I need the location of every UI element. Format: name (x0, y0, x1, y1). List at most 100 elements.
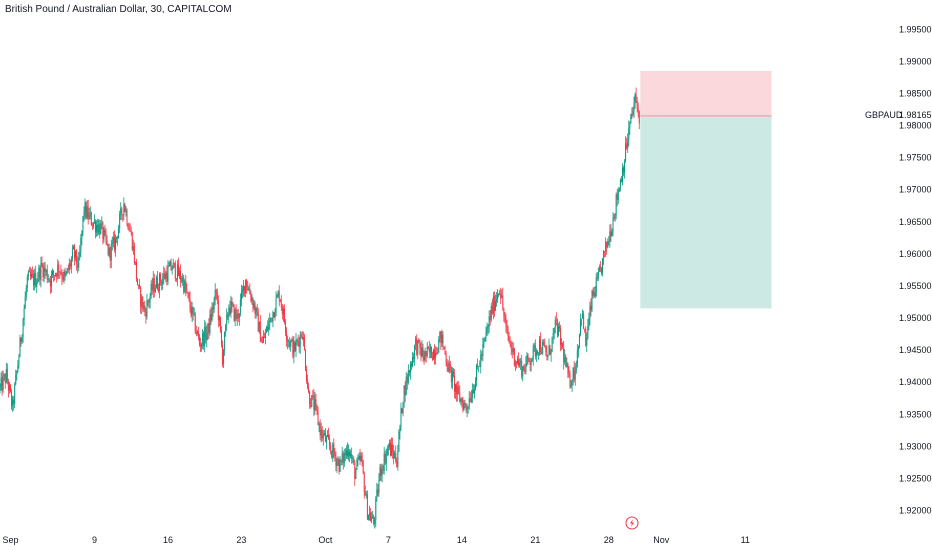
candle-body (120, 208, 122, 215)
time-tick-label: 14 (457, 535, 467, 545)
candle-body (266, 326, 268, 333)
candle-body (455, 384, 457, 392)
candle-body (430, 346, 432, 358)
candle-body (102, 222, 104, 240)
candle-body (28, 271, 30, 273)
candle-body (229, 307, 231, 314)
candle-body (97, 225, 99, 233)
candle-body (604, 251, 606, 252)
candle-body (472, 390, 474, 394)
candle-body (321, 429, 323, 439)
candle-body (58, 264, 60, 272)
candle-body (144, 305, 146, 313)
candle-body (3, 374, 5, 377)
time-axis[interactable]: Sep 9 16 23 Oct 7 14 21 28 Nov 11 (2, 535, 749, 545)
candle-body (224, 331, 226, 351)
candle-body (614, 214, 616, 219)
candle-body (609, 231, 611, 242)
candle-body (21, 336, 23, 342)
candle-body (400, 408, 402, 427)
candle-body (376, 489, 378, 499)
price-axis[interactable]: 1.99500 1.99000 1.98500 1.98000 1.97500 1.970… (865, 24, 932, 515)
candle-body (122, 214, 124, 216)
candle-body (458, 386, 460, 393)
candle-body (337, 459, 339, 461)
candle-body (262, 337, 264, 343)
candle-body (111, 242, 113, 245)
candle-body (42, 265, 44, 278)
candle-body (257, 311, 259, 332)
candle-body (270, 317, 272, 319)
candle-body (45, 269, 47, 272)
candle-body (623, 167, 625, 173)
candle-body (504, 316, 506, 321)
candle-body (602, 258, 604, 274)
candle-body (523, 366, 525, 370)
candle-body (87, 206, 89, 219)
candle-body (539, 339, 541, 354)
price-tick-label: 1.97500 (899, 153, 932, 163)
candle-body (39, 267, 41, 280)
candle-body (116, 236, 118, 239)
take-profit-zone[interactable] (640, 115, 772, 309)
candle-body (286, 332, 288, 340)
candle-body (506, 324, 508, 329)
candle-body (293, 342, 295, 357)
candle-body (345, 449, 347, 456)
candle-body (186, 289, 188, 293)
candle-body (317, 411, 319, 425)
candle-body (316, 404, 318, 412)
candle-body (189, 297, 191, 308)
candle-body (514, 362, 516, 366)
candle-body (170, 261, 172, 271)
candle-body (255, 307, 257, 315)
candle-body (276, 295, 278, 298)
candle-body (15, 375, 17, 385)
candle-body (91, 225, 93, 227)
candle-body (423, 356, 425, 360)
candle-body (150, 284, 152, 296)
candle-body (232, 304, 234, 306)
lightning-icon[interactable] (625, 516, 639, 530)
candle-body (561, 343, 563, 345)
candle-body (161, 282, 163, 285)
candle-body (278, 291, 280, 300)
candle-body (98, 224, 100, 233)
candle-body (579, 319, 581, 334)
candle-body (188, 293, 190, 298)
candle-body (416, 338, 418, 355)
candle-body (158, 289, 160, 291)
candle-body (126, 210, 128, 225)
candle-body (380, 466, 382, 476)
candle-body (253, 303, 255, 308)
candle-body (67, 268, 69, 271)
stop-loss-zone[interactable] (640, 70, 772, 116)
candle-body (140, 287, 142, 307)
candle-body (488, 316, 490, 327)
candle-body (195, 332, 197, 334)
candle-body (419, 340, 421, 349)
candle-body (590, 305, 592, 310)
position-tool[interactable] (640, 70, 772, 309)
candle-body (128, 229, 130, 231)
candle-body (216, 291, 218, 301)
candle-body (557, 326, 559, 336)
candle-body (615, 194, 617, 215)
candle-body (448, 363, 450, 372)
candle-body (8, 385, 10, 391)
candle-body (352, 458, 354, 459)
candle-body (362, 461, 364, 474)
candle-body (582, 313, 584, 319)
price-tick-label: 1.94500 (899, 345, 932, 355)
candle-body (368, 513, 370, 515)
candle-body (23, 308, 25, 320)
candle-body (567, 363, 569, 374)
candle-body (152, 278, 154, 291)
candle-body (576, 350, 578, 367)
candle-body (250, 294, 252, 301)
candle-body (333, 443, 335, 454)
candle-body (375, 498, 377, 520)
candle-body (135, 261, 137, 279)
candle-body (11, 391, 13, 406)
